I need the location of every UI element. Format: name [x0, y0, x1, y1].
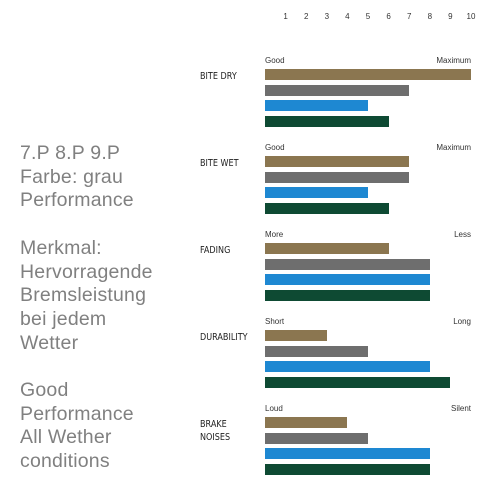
bar: [265, 345, 368, 357]
bar: [265, 432, 368, 444]
x-tick-label: 4: [345, 12, 350, 21]
text-line: Farbe: grau: [20, 165, 124, 188]
bar: [265, 289, 430, 301]
text-line: Good: [20, 379, 69, 401]
group-label: FADING: [200, 245, 231, 256]
text-line: Performance: [20, 189, 134, 212]
bar: [265, 187, 368, 198]
scale-low: Good: [265, 56, 285, 65]
text-line: conditions: [20, 450, 110, 473]
x-tick-label: 7: [406, 12, 412, 21]
bar: [265, 69, 471, 80]
text-line: Bremsleistung: [20, 284, 147, 307]
text-line: Wetter: [20, 331, 79, 354]
text-line: bei jedem: [20, 307, 107, 330]
x-tick-label: 9: [448, 12, 453, 21]
paragraph: 7.P 8.P 9.P Farbe: grau Performance: [20, 142, 190, 213]
scale-low: More: [265, 230, 284, 239]
x-tick-label: 5: [365, 12, 371, 21]
paragraph: Merkmal: Hervorragende Bremsleistung bei je…: [20, 237, 190, 356]
scale-low: Good: [265, 143, 285, 152]
bar: [265, 100, 368, 111]
bar: [265, 330, 327, 341]
group-label: BRAKE NOISES: [200, 419, 231, 443]
text-line: Hervorragende: [20, 260, 153, 283]
scale-high: Long: [453, 317, 471, 326]
bar: [265, 84, 410, 96]
bar: [265, 156, 410, 167]
scale-low: Short: [265, 317, 285, 326]
text-line: Merkmal:: [20, 236, 102, 259]
bar: [265, 115, 389, 127]
bar: [265, 274, 430, 285]
scale-high: Silent: [450, 404, 471, 413]
text-line: 7.P 8.P 9.P: [20, 142, 121, 164]
paragraph: Good Performance All Wether conditions: [20, 379, 190, 474]
group-label: DURABILITY: [200, 332, 248, 343]
bar: [265, 361, 430, 372]
description: 7.P 8.P 9.P Farbe: grau Performance Merkmal…: [20, 142, 190, 498]
bar: [265, 417, 348, 428]
x-tick-label: 6: [386, 12, 391, 21]
bar: [265, 202, 389, 214]
group-label: BITE WET: [200, 158, 239, 169]
bar: [265, 171, 410, 183]
x-tick-label: 2: [303, 12, 309, 21]
bar: [265, 258, 430, 270]
scale-high: Maximum: [436, 56, 471, 65]
text-line: All Wether: [20, 426, 112, 449]
x-tick-label: 1: [283, 12, 288, 21]
x-tick-label: 10: [466, 12, 476, 21]
bar: [265, 376, 451, 388]
bar: [265, 463, 430, 475]
scale-low: Loud: [265, 404, 283, 413]
group-label: BITE DRY: [200, 71, 237, 82]
bar: [265, 243, 389, 254]
text-line: Performance: [20, 402, 134, 425]
x-tick-label: 8: [427, 12, 433, 21]
scale-high: Maximum: [436, 143, 471, 152]
bar: [265, 448, 430, 459]
x-tick-label: 3: [324, 12, 330, 21]
scale-high: Less: [454, 230, 471, 239]
